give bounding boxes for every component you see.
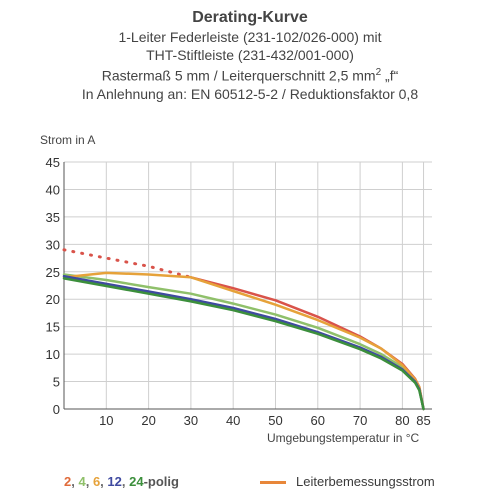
x-tick-label: 30: [184, 413, 198, 428]
y-tick-label: 10: [46, 347, 60, 362]
x-tick-label: 80: [395, 413, 409, 428]
legend-pole-item: 6: [92, 474, 101, 489]
chart-title: Derating-Kurve: [192, 9, 308, 26]
legend-pole-item: 2: [64, 474, 72, 489]
series-layer: [62, 248, 425, 411]
chart-header: Derating-Kurve 1-Leiter Federleiste (231…: [0, 8, 500, 103]
x-tick-label: 40: [226, 413, 240, 428]
y-tick-label: 15: [46, 320, 60, 335]
subtitle-line-3-text: Rastermaß 5 mm / Leiterquerschnitt 2,5 m…: [101, 67, 376, 84]
x-tick-label: 60: [311, 413, 325, 428]
subtitle-line-3: Rastermaß 5 mm / Leiterquerschnitt 2,5 m…: [0, 64, 500, 85]
y-tick-label: 0: [53, 402, 60, 417]
series-line-24: [62, 277, 425, 411]
legend-pole-item: ,: [71, 474, 79, 489]
series-line-6: [62, 271, 425, 411]
legend-rated-swatch: [260, 481, 286, 485]
y-tick-label: 25: [46, 265, 60, 280]
series-line-2-dotted: [62, 248, 193, 279]
axis-layer: 0 5 10 15 20 25 30 35 40 45 10 20 30 40 50 60 70 80 85: [46, 155, 432, 428]
subtitle-line-1: 1-Leiter Federleiste (231-102/026-000) m…: [118, 29, 382, 45]
legend-pole-item: ,: [85, 474, 93, 489]
legend-rated-label: Leiterbemessungsstrom: [296, 474, 435, 489]
legend-pole-item: ,: [100, 474, 108, 489]
y-tick-label: 30: [46, 237, 60, 252]
legend-pole-item: 24: [129, 474, 144, 489]
legend-pole-item: -polig: [143, 474, 179, 489]
x-tick-label: 20: [141, 413, 155, 428]
y-tick-label: 40: [46, 182, 60, 197]
series-line-2: [189, 276, 425, 411]
y-tick-label: 35: [46, 210, 60, 225]
legend-pole-item: 4: [78, 474, 86, 489]
legend: 2, 4, 6, 12, 24-polig Leiterbemessungsst…: [64, 474, 484, 492]
x-axis-label: Umgebungstemperatur in °C: [267, 431, 420, 445]
y-tick-label: 45: [46, 155, 60, 170]
subtitle-line-3-superscript: 2: [375, 67, 382, 78]
x-tick-label: 70: [353, 413, 367, 428]
y-tick-label: 5: [53, 375, 60, 390]
subtitle-line-4: In Anlehnung an: EN 60512-5-2 / Reduktio…: [81, 85, 419, 102]
x-tick-label: 50: [268, 413, 282, 428]
subtitle-line-2: THT-Stiftleiste (231-432/001-000): [146, 47, 354, 63]
subtitle-line-3-suffix: „f“: [381, 67, 399, 84]
y-tick-label: 20: [46, 292, 60, 307]
x-tick-label: 85: [416, 413, 430, 428]
y-axis-label: Strom in A: [40, 133, 95, 147]
legend-pole-counts: 2, 4, 6, 12, 24-polig: [64, 474, 179, 489]
legend-pole-item: ,: [121, 474, 130, 489]
legend-pole-item: 12: [107, 474, 122, 489]
x-tick-label: 10: [99, 413, 113, 428]
legend-rated-current: Leiterbemessungsstrom: [260, 474, 435, 489]
